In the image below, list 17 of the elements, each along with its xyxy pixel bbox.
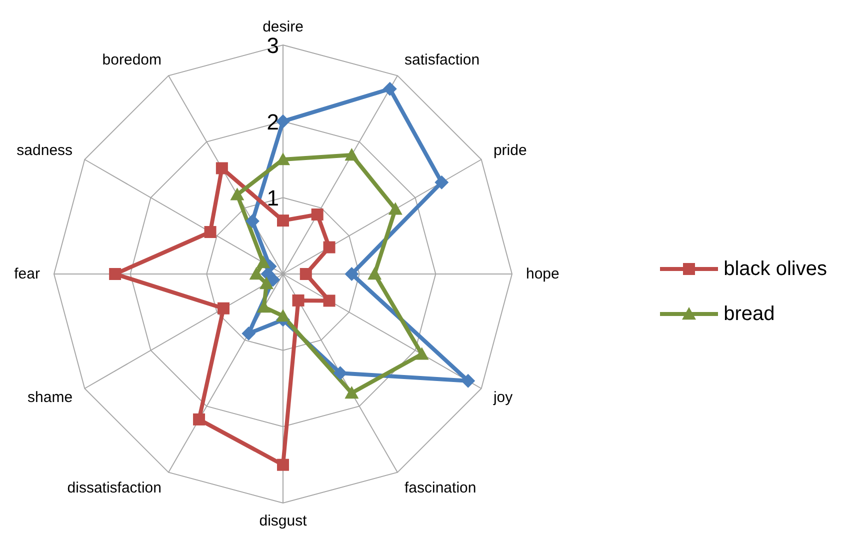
spoke-label: pride: [493, 142, 527, 159]
legend-label: bread: [724, 302, 775, 326]
spoke-label: fear: [14, 266, 40, 282]
y-tick-label: 2: [266, 109, 279, 134]
spoke-label: boredom: [102, 52, 162, 69]
spoke-label: desire: [262, 18, 304, 36]
spoke-label: fascination: [404, 479, 476, 496]
y-tick-label: 1: [266, 186, 279, 211]
spoke-label: shame: [28, 389, 73, 406]
spoke-label: disgust: [259, 512, 308, 530]
spoke-label: sadness: [16, 142, 73, 159]
spoke-label: hope: [526, 266, 560, 282]
spoke-label: dissatisfaction: [67, 479, 162, 496]
spoke-label: satisfaction: [404, 52, 480, 69]
y-tick-label: 3: [266, 33, 279, 58]
spoke-label: joy: [492, 389, 514, 406]
legend-label: black olives: [724, 258, 827, 280]
